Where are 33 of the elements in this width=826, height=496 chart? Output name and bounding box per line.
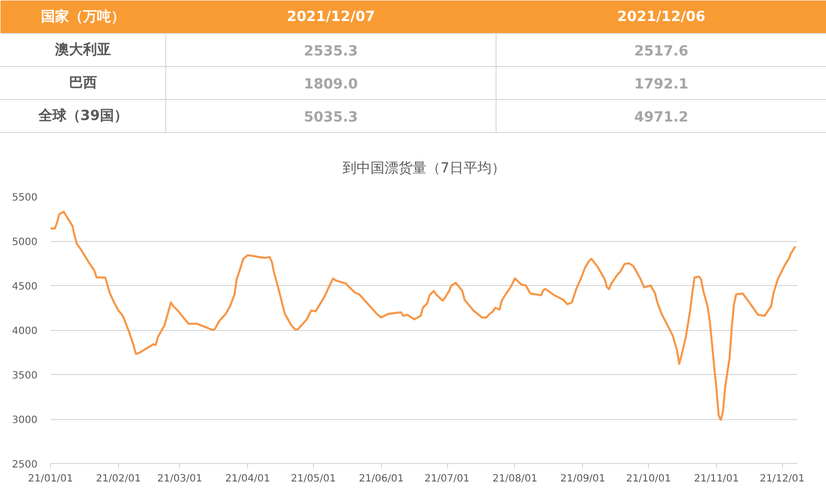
x-tick-label: 21/03/01 bbox=[157, 474, 202, 484]
data-label: 5035.3 bbox=[304, 110, 358, 126]
series-label: 2021/12/07 bbox=[286, 9, 375, 25]
category-label: 巴西 bbox=[69, 75, 98, 91]
data-label: 2517.6 bbox=[634, 44, 688, 60]
category-label: 澳大利亚 bbox=[54, 42, 112, 58]
x-tick-label: 21/01/01 bbox=[28, 474, 73, 484]
data-label: 2535.3 bbox=[304, 44, 358, 60]
text: 2021/12/06 bbox=[617, 9, 706, 25]
x-tick-label: 21/09/01 bbox=[560, 474, 606, 484]
data-label: 4971.2 bbox=[634, 110, 688, 126]
text: 国家（万吨） bbox=[41, 8, 126, 25]
category-label: 全球（39国） bbox=[37, 108, 128, 124]
y-tick-label: 3500 bbox=[12, 370, 38, 382]
y-tick-label: 4500 bbox=[12, 282, 38, 292]
y-tick-label: 4000 bbox=[12, 326, 38, 337]
x-tick-label: 21/08/01 bbox=[492, 474, 538, 484]
y-tick-label: 5500 bbox=[12, 192, 38, 204]
x-tick-label: 21/02/01 bbox=[96, 474, 141, 484]
x-tick-label: 21/06/01 bbox=[358, 474, 404, 484]
line-series bbox=[50, 210, 796, 421]
y-tick-label: 3000 bbox=[12, 415, 38, 426]
y-tick-label: 5000 bbox=[12, 237, 38, 248]
x-tick-label: 21/07/01 bbox=[424, 474, 470, 484]
x-tick-label: 21/04/01 bbox=[225, 474, 270, 484]
data-label: 1809.0 bbox=[304, 76, 358, 92]
x-tick-label: 21/12/01 bbox=[760, 474, 805, 484]
chart-title: 到中国漂货量（7日平均） bbox=[342, 160, 506, 176]
x-tick-label: 21/10/01 bbox=[626, 474, 672, 484]
x-tick-label: 21/05/01 bbox=[290, 474, 336, 484]
y-tick-label: 2500 bbox=[12, 460, 38, 470]
x-tick-label: 21/11/01 bbox=[694, 474, 739, 484]
data-label: 1792.1 bbox=[634, 76, 688, 92]
